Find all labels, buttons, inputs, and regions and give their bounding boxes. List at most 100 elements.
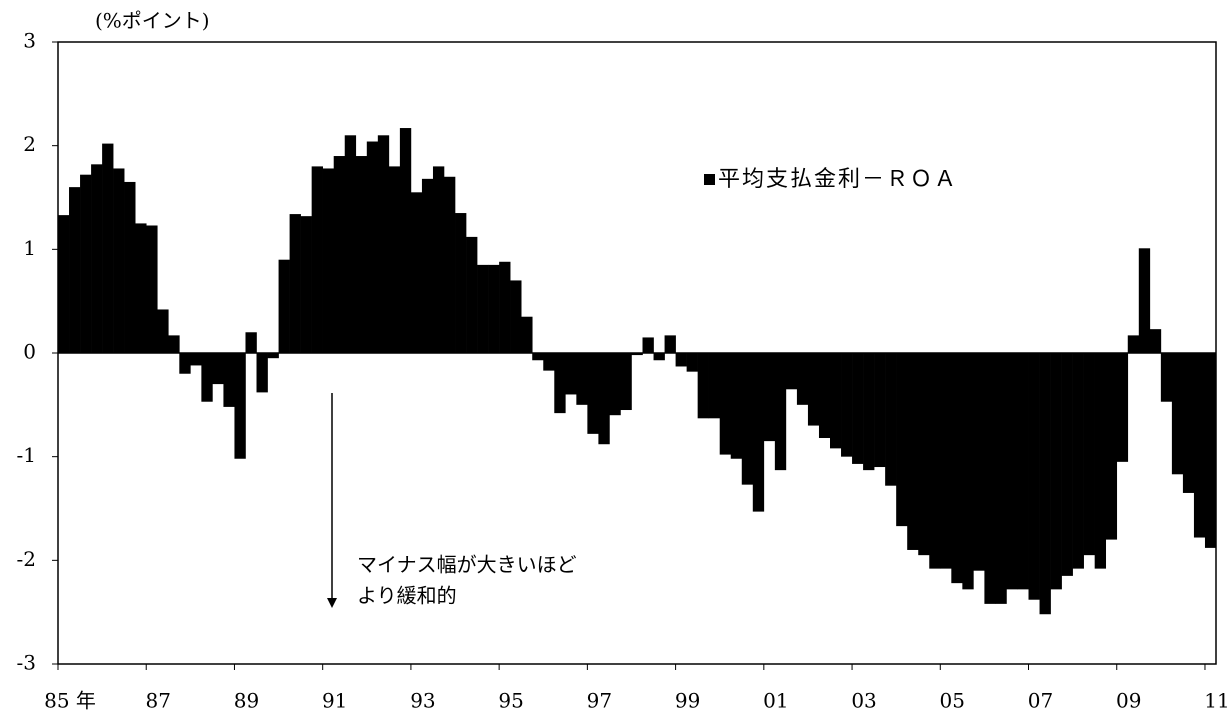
bar (1050, 353, 1062, 590)
bar (653, 353, 665, 361)
y-tick-label: -2 (17, 547, 36, 571)
bar (752, 353, 765, 512)
bar (499, 261, 511, 353)
x-tick-label: 91 (322, 689, 347, 713)
bar (399, 128, 412, 353)
bar (697, 353, 709, 419)
bar (477, 264, 489, 353)
y-tick-label: -1 (17, 443, 36, 467)
bar (1204, 353, 1217, 548)
bar (510, 280, 522, 353)
bar (333, 156, 346, 353)
bar (410, 192, 423, 353)
bar (267, 353, 279, 359)
bar (1116, 353, 1129, 462)
x-tick-label: 85 年 (44, 689, 96, 713)
x-tick-label: 03 (851, 689, 876, 713)
bar (1171, 353, 1184, 475)
bar (631, 353, 643, 356)
x-tick-label: 09 (1116, 689, 1141, 713)
bar (190, 353, 202, 366)
bar (179, 353, 191, 374)
bar (322, 168, 335, 353)
arrow-head (327, 598, 337, 608)
y-unit-label: (%ポイント) (95, 9, 210, 33)
bar (1127, 335, 1140, 353)
bar (620, 353, 632, 411)
bar (455, 213, 467, 353)
bar (69, 187, 81, 353)
x-tick-label: 95 (498, 689, 523, 713)
bar (223, 353, 235, 407)
bar (609, 353, 621, 416)
bar (488, 264, 500, 353)
bar (565, 353, 577, 395)
bar (918, 353, 930, 556)
bar (168, 335, 180, 353)
bar (962, 353, 974, 590)
bar (907, 353, 919, 550)
bar (995, 353, 1007, 604)
bar (664, 335, 676, 353)
bar (785, 353, 798, 390)
bar (896, 353, 908, 527)
y-tick-label: -3 (17, 651, 36, 675)
bar (344, 135, 357, 353)
bar (708, 353, 721, 419)
bar (929, 353, 941, 569)
bar (311, 166, 323, 353)
bar (146, 225, 158, 353)
bar (587, 353, 599, 434)
bar (201, 353, 213, 402)
bar (807, 353, 820, 426)
bar (432, 166, 445, 353)
bar (675, 353, 687, 367)
bar (984, 353, 996, 604)
bar (818, 353, 831, 439)
bar (521, 316, 533, 353)
bar (278, 259, 290, 353)
bar (1193, 353, 1206, 538)
x-tick-label: 99 (675, 689, 700, 713)
x-tick-label: 05 (940, 689, 965, 713)
bar (300, 216, 312, 353)
bar (245, 332, 257, 353)
bar (102, 143, 114, 353)
bar (1138, 248, 1151, 353)
y-tick-label: 0 (23, 340, 36, 364)
bar (543, 353, 555, 371)
bar (973, 353, 985, 571)
bar (1072, 353, 1084, 569)
bar (951, 353, 963, 584)
bar (1061, 353, 1073, 576)
bar (355, 156, 368, 353)
bar (1094, 353, 1107, 569)
bar (289, 214, 301, 353)
bar (598, 353, 610, 445)
annotation: より緩和的 (357, 584, 457, 608)
x-tick-label: 11 (1204, 689, 1229, 713)
bar (421, 178, 434, 353)
x-tick-label: 87 (146, 689, 171, 713)
bar (80, 174, 92, 353)
bar (157, 309, 169, 353)
x-tick-label: 01 (763, 689, 788, 713)
y-tick-label: 1 (23, 236, 36, 260)
x-tick-label: 93 (410, 689, 435, 713)
bar (1182, 353, 1195, 493)
bar (466, 236, 478, 353)
bar (763, 353, 776, 442)
bar (212, 353, 224, 385)
bar (852, 353, 864, 464)
x-tick-label: 89 (234, 689, 259, 713)
bar (234, 353, 246, 459)
bar (366, 141, 379, 353)
bar (774, 353, 787, 471)
bar (1017, 353, 1029, 590)
annotation: マイナス幅が大きいほど (357, 553, 577, 577)
bar (642, 337, 654, 353)
bar (940, 353, 952, 569)
bar (135, 223, 147, 353)
bar (686, 353, 698, 372)
